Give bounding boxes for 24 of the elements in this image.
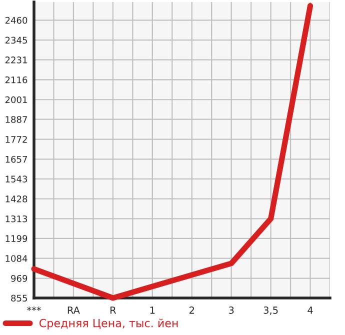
x-tick-label: 3 <box>228 306 234 314</box>
x-tick-label: RA <box>68 306 80 314</box>
y-tick-label: 1543 <box>6 176 28 182</box>
y-tick-label: 1657 <box>6 156 27 163</box>
y-tick-label: 1772 <box>6 136 27 143</box>
y-tick-label: 2231 <box>5 56 27 64</box>
x-tick-label: 2 <box>189 306 194 314</box>
legend-label: Средняя Цена, тыс. йен <box>40 318 178 330</box>
y-tick-label: 1428 <box>6 196 28 202</box>
x-tick-label: 3,5 <box>264 306 278 315</box>
x-tick-label: 4 <box>308 306 313 314</box>
y-tick-label: 2460 <box>5 16 28 24</box>
y-tick-label: 969 <box>11 274 28 282</box>
y-tick-label: 2345 <box>5 36 27 44</box>
x-tick-label: *** <box>27 306 41 311</box>
y-tick-label: 1084 <box>6 255 28 262</box>
y-tick-label: 2116 <box>5 76 28 84</box>
y-tick-label: 855 <box>11 294 27 302</box>
y-tick-label: 1199 <box>6 235 28 242</box>
y-tick-label: 1887 <box>6 116 27 123</box>
x-tick-label: 1 <box>150 306 155 314</box>
y-tick-label: 1313 <box>6 215 28 222</box>
x-tick-label: R <box>110 306 116 314</box>
y-tick-label: 2001 <box>5 96 27 104</box>
